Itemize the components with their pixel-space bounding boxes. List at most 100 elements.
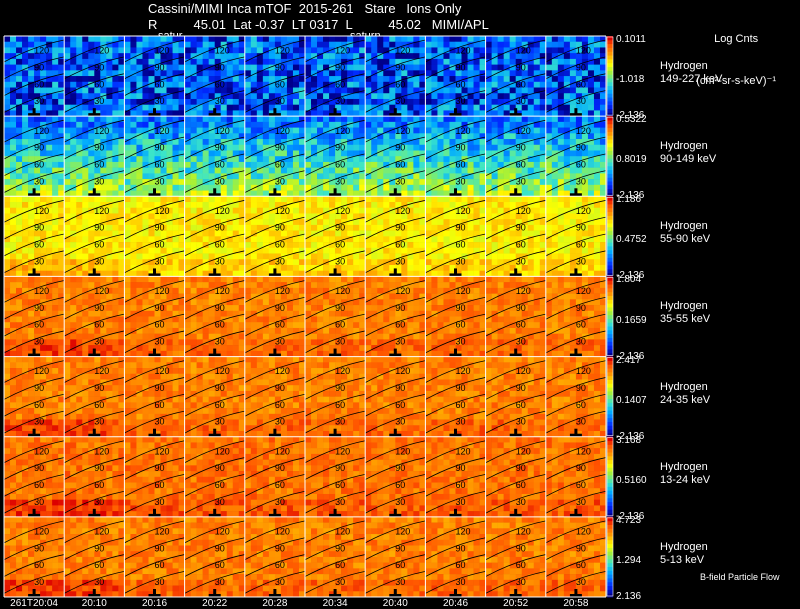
colorbar-segment: [607, 112, 613, 117]
angle-contour: [3, 330, 65, 354]
heatmap-cell: [184, 53, 191, 60]
colorbar-segment: [607, 104, 613, 110]
heatmap-cell: [485, 98, 492, 105]
heatmap-cell: [280, 259, 288, 266]
heatmap-cell: [545, 58, 553, 65]
heatmap-cell: [124, 121, 131, 128]
heatmap-cell: [58, 173, 65, 180]
heatmap-cell: [581, 270, 589, 277]
heatmap-cell: [395, 76, 402, 83]
heatmap-cell: [148, 207, 155, 214]
heatmap-cell: [557, 116, 565, 123]
heatmap-cell: [419, 167, 426, 174]
heatmap-cell: [437, 98, 444, 105]
heatmap-cell: [220, 167, 228, 174]
heatmap-cell: [443, 167, 450, 174]
heatmap-cell: [46, 144, 53, 151]
heatmap-cell: [557, 242, 565, 249]
heatmap-cell: [34, 207, 41, 214]
heatmap-cell: [503, 161, 510, 168]
heatmap-cell: [10, 144, 17, 151]
heatmap-cell: [76, 116, 83, 123]
heatmap-cell: [238, 179, 246, 186]
heatmap-cell: [4, 58, 11, 65]
heatmap-cell: [347, 247, 354, 254]
heatmap-cell: [40, 184, 47, 191]
heatmap-cell: [232, 81, 240, 88]
heatmap-cell: [437, 36, 444, 43]
heatmap-cell: [419, 76, 426, 83]
heatmap-cell: [563, 150, 571, 157]
heatmap-cell: [455, 156, 462, 163]
heatmap-cell: [587, 230, 595, 237]
heatmap-cell: [551, 242, 559, 249]
heatmap-cell: [178, 299, 185, 306]
heatmap-cell: [545, 110, 553, 117]
heatmap-cell: [455, 81, 462, 88]
heatmap-cell: [232, 184, 240, 191]
heatmap-cell: [575, 76, 583, 83]
heatmap-cell: [593, 98, 601, 105]
heatmap-cell: [94, 58, 101, 65]
heatmap-cell: [286, 190, 294, 197]
heatmap-cell: [202, 242, 209, 249]
colorbar-segment: [607, 142, 613, 148]
heatmap-cell: [347, 207, 354, 214]
heatmap-cell: [485, 104, 492, 111]
heatmap-cell: [563, 247, 571, 254]
angle-contour: [64, 90, 125, 113]
heatmap-cell: [172, 184, 179, 191]
angle-contour: [425, 199, 486, 223]
heatmap-cell: [166, 156, 173, 163]
heatmap-cell: [124, 98, 131, 105]
heatmap-cell: [130, 133, 137, 140]
heatmap-cell: [575, 41, 583, 48]
heatmap-cell: [88, 104, 95, 111]
heatmap-cell: [124, 156, 131, 163]
heatmap-cell: [190, 196, 197, 203]
heatmap-cell: [383, 121, 390, 128]
heatmap-cell: [112, 64, 119, 71]
heatmap-cell: [395, 213, 402, 220]
colorbar-segment: [607, 97, 613, 102]
heatmap-cell: [527, 139, 535, 146]
heatmap-cell: [220, 196, 228, 203]
heatmap-cell: [4, 161, 11, 168]
heatmap-cell: [190, 93, 197, 100]
heatmap-cell: [196, 41, 203, 48]
heatmap-cell: [431, 179, 438, 186]
heatmap-cell: [311, 213, 318, 220]
heatmap-cell: [587, 93, 595, 100]
heatmap-cell: [64, 127, 71, 134]
heatmap-cell: [533, 156, 541, 163]
angle-contour: [64, 119, 125, 143]
heatmap-cell: [34, 247, 41, 254]
heatmap-cell: [166, 161, 173, 168]
heatmap-cell: [419, 161, 426, 168]
heatmap-cell: [16, 47, 23, 54]
heatmap-cell: [178, 219, 185, 226]
heatmap-cell: [557, 213, 565, 220]
heatmap-cell: [575, 144, 583, 151]
heatmap-cell: [413, 190, 420, 197]
heatmap-cell: [166, 293, 173, 300]
heatmap-cell: [407, 167, 414, 174]
heatmap-cell: [533, 161, 541, 168]
heatmap-cell: [4, 310, 11, 317]
heatmap-cell: [599, 139, 607, 146]
heatmap-cell: [479, 247, 486, 254]
heatmap-cell: [202, 150, 209, 157]
heatmap-cell: [160, 53, 167, 60]
heatmap-cell: [473, 253, 480, 260]
heatmap-cell: [232, 58, 240, 65]
heatmap-cell: [94, 247, 101, 254]
heatmap-cell: [503, 224, 510, 231]
angle-label: 60: [335, 159, 345, 169]
heatmap-cell: [521, 53, 529, 60]
heatmap-cell: [365, 110, 372, 117]
heatmap-cell: [551, 207, 559, 214]
heatmap-cell: [226, 64, 234, 71]
heatmap-cell: [196, 184, 203, 191]
heatmap-cell: [106, 81, 113, 88]
heatmap-cell: [100, 161, 107, 168]
